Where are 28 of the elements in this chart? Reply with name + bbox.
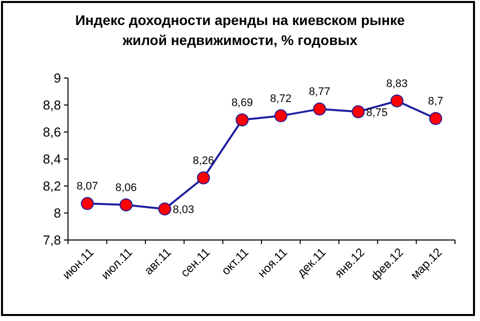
data-label: 8,69 (231, 96, 253, 109)
point (429, 112, 442, 125)
y-tick-label: 8,8 (42, 98, 61, 113)
y-tick-label: 8,2 (42, 178, 61, 194)
data-label: 8,06 (115, 182, 137, 194)
point (120, 198, 133, 212)
y-tick-label: 9 (54, 70, 61, 86)
data-label: 8,75 (366, 106, 388, 119)
chart-title: Индекс доходности аренды на киевском рынке жилой недвижимости, % годовых (75, 12, 405, 48)
y-tick-label: 8,6 (42, 124, 61, 140)
y-tick-label: 7,8 (42, 232, 61, 248)
data-label: 8,26 (192, 154, 214, 167)
data-label: 8,03 (172, 204, 194, 216)
point (158, 202, 172, 216)
point (390, 94, 404, 108)
data-label: 8,83 (386, 78, 408, 90)
y-tick-label: 8 (54, 206, 61, 221)
point (352, 105, 365, 118)
data-label: 8,7 (428, 96, 444, 108)
point (80, 197, 94, 210)
point (236, 113, 249, 126)
point (196, 171, 210, 184)
data-label: 8,77 (308, 86, 330, 98)
point (274, 109, 288, 122)
point (313, 102, 326, 116)
data-label: 8,72 (270, 92, 292, 105)
data-label: 8,07 (76, 180, 98, 193)
y-tick-label: 8,4 (42, 152, 61, 167)
